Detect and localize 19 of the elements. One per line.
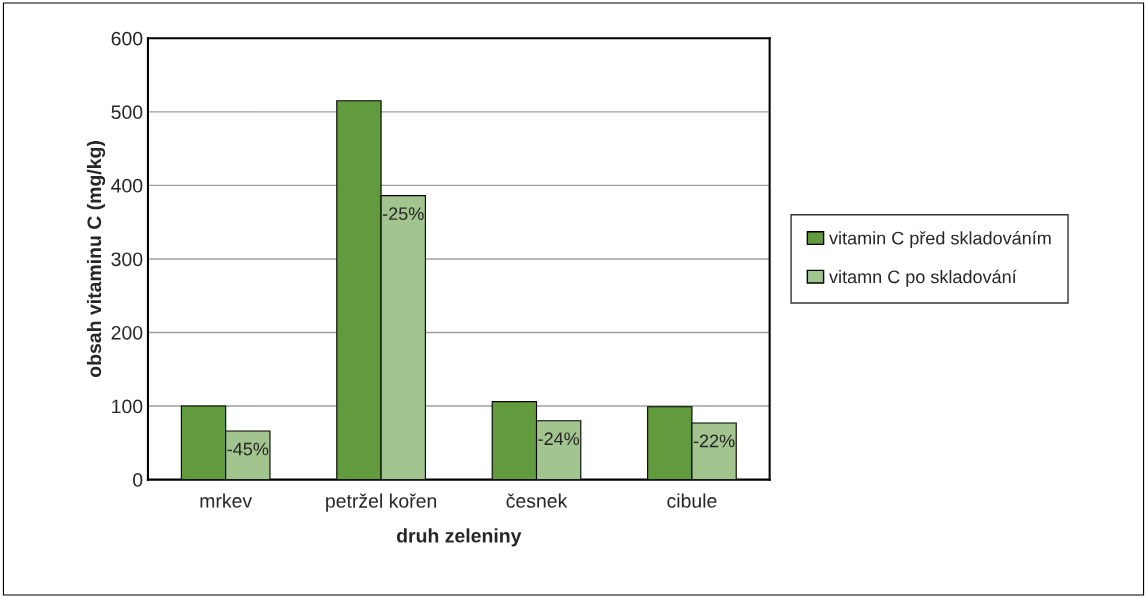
y-tick-label: 400 [111, 178, 143, 193]
y-axis-title: obsah vitaminu C (mg/kg) [86, 141, 106, 377]
y-tick-label: 600 [111, 31, 143, 46]
annotation: -25% [382, 207, 424, 221]
y-tick-label: 0 [133, 473, 143, 487]
x-axis-title: druh zeleniny [396, 528, 522, 547]
y-tick-label: 100 [112, 399, 143, 414]
y-tick-label: 500 [111, 105, 143, 120]
legend-label: vitamin C před skladováním [829, 231, 1051, 249]
x-tick-label: petržel kořen [326, 493, 437, 512]
legend-label: vitamn C po skladování [829, 269, 1017, 287]
x-tick-label: cibule [667, 493, 717, 508]
y-tick-label: 200 [111, 325, 143, 340]
annotation: -22% [693, 434, 735, 448]
annotation: -24% [538, 432, 580, 446]
annotation: -45% [227, 442, 269, 456]
x-tick-label: mrkev [200, 493, 253, 508]
x-tick-label: česnek [506, 493, 568, 508]
y-tick-label: 300 [111, 252, 143, 267]
